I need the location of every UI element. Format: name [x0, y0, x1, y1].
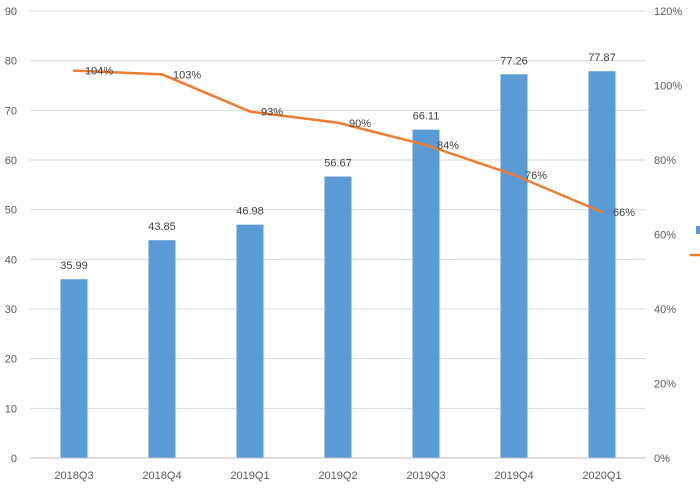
bar-data-label: 56.67 [324, 158, 352, 170]
bar [500, 74, 528, 458]
x-tick-label: 2018Q4 [142, 470, 181, 482]
x-tick-label: 2019Q4 [494, 470, 533, 482]
x-tick-label: 2018Q3 [54, 470, 93, 482]
y-right-tick-label: 60% [654, 230, 676, 242]
x-tick-label: 2019Q3 [406, 470, 445, 482]
bar-data-label: 77.87 [588, 52, 616, 64]
y-right-tick-label: 100% [654, 81, 682, 93]
line-data-label: 84% [437, 140, 459, 152]
line-data-label: 76% [525, 170, 547, 182]
bar [588, 71, 616, 458]
bar-data-labels: 35.99 43.85 46.98 56.67 66.11 77.26 77.87 [60, 52, 616, 272]
line-data-label: 93% [261, 107, 283, 119]
y-left-tick-label: 40 [5, 254, 17, 266]
bar [60, 279, 88, 458]
bar-data-label: 43.85 [148, 221, 176, 233]
y-right-tick-label: 120% [654, 6, 682, 18]
y-left-tick-label: 0 [11, 453, 17, 465]
y-left-tick-label: 20 [5, 354, 17, 366]
y-left-tick-label: 30 [5, 304, 17, 316]
y-right-tick-label: 0% [654, 453, 670, 465]
bar-data-label: 46.98 [236, 206, 264, 218]
y-right-tick-label: 20% [654, 379, 676, 391]
line-data-label: 66% [613, 207, 635, 219]
line-data-label: 104% [85, 66, 113, 78]
bar [324, 176, 352, 458]
y-left-tick-label: 90 [5, 6, 17, 18]
y-left-tick-label: 50 [5, 205, 17, 217]
bar [148, 240, 176, 458]
bar [412, 129, 440, 458]
y-right-tick-label: 80% [654, 155, 676, 167]
bar-data-label: 35.99 [60, 260, 88, 272]
x-tick-label: 2019Q1 [230, 470, 269, 482]
bar-series [60, 71, 616, 458]
y-left-tick-label: 10 [5, 403, 17, 415]
bar-data-label: 66.11 [413, 111, 440, 123]
y-left-tick-label: 80 [5, 56, 17, 68]
legend-swatch-bar [696, 226, 700, 234]
y-left-tick-label: 60 [5, 155, 17, 167]
legend [690, 226, 700, 257]
axes: 0 10 20 30 40 50 60 70 80 90 0% 20% 40% 60% 80% 100% 120… [5, 6, 683, 482]
x-tick-label: 2020Q1 [582, 470, 621, 482]
line-data-label: 90% [349, 118, 371, 130]
line-data-labels: 104% 103% 93% 90% 84% 76% 66% [85, 66, 635, 220]
bar [236, 224, 264, 458]
line-path [72, 69, 604, 214]
y-right-tick-label: 40% [654, 304, 676, 316]
x-tick-label: 2019Q2 [318, 470, 357, 482]
y-left-tick-label: 70 [5, 105, 17, 117]
bar-data-label: 77.26 [500, 55, 528, 67]
line-data-label: 103% [173, 69, 201, 81]
line-series [72, 69, 604, 214]
